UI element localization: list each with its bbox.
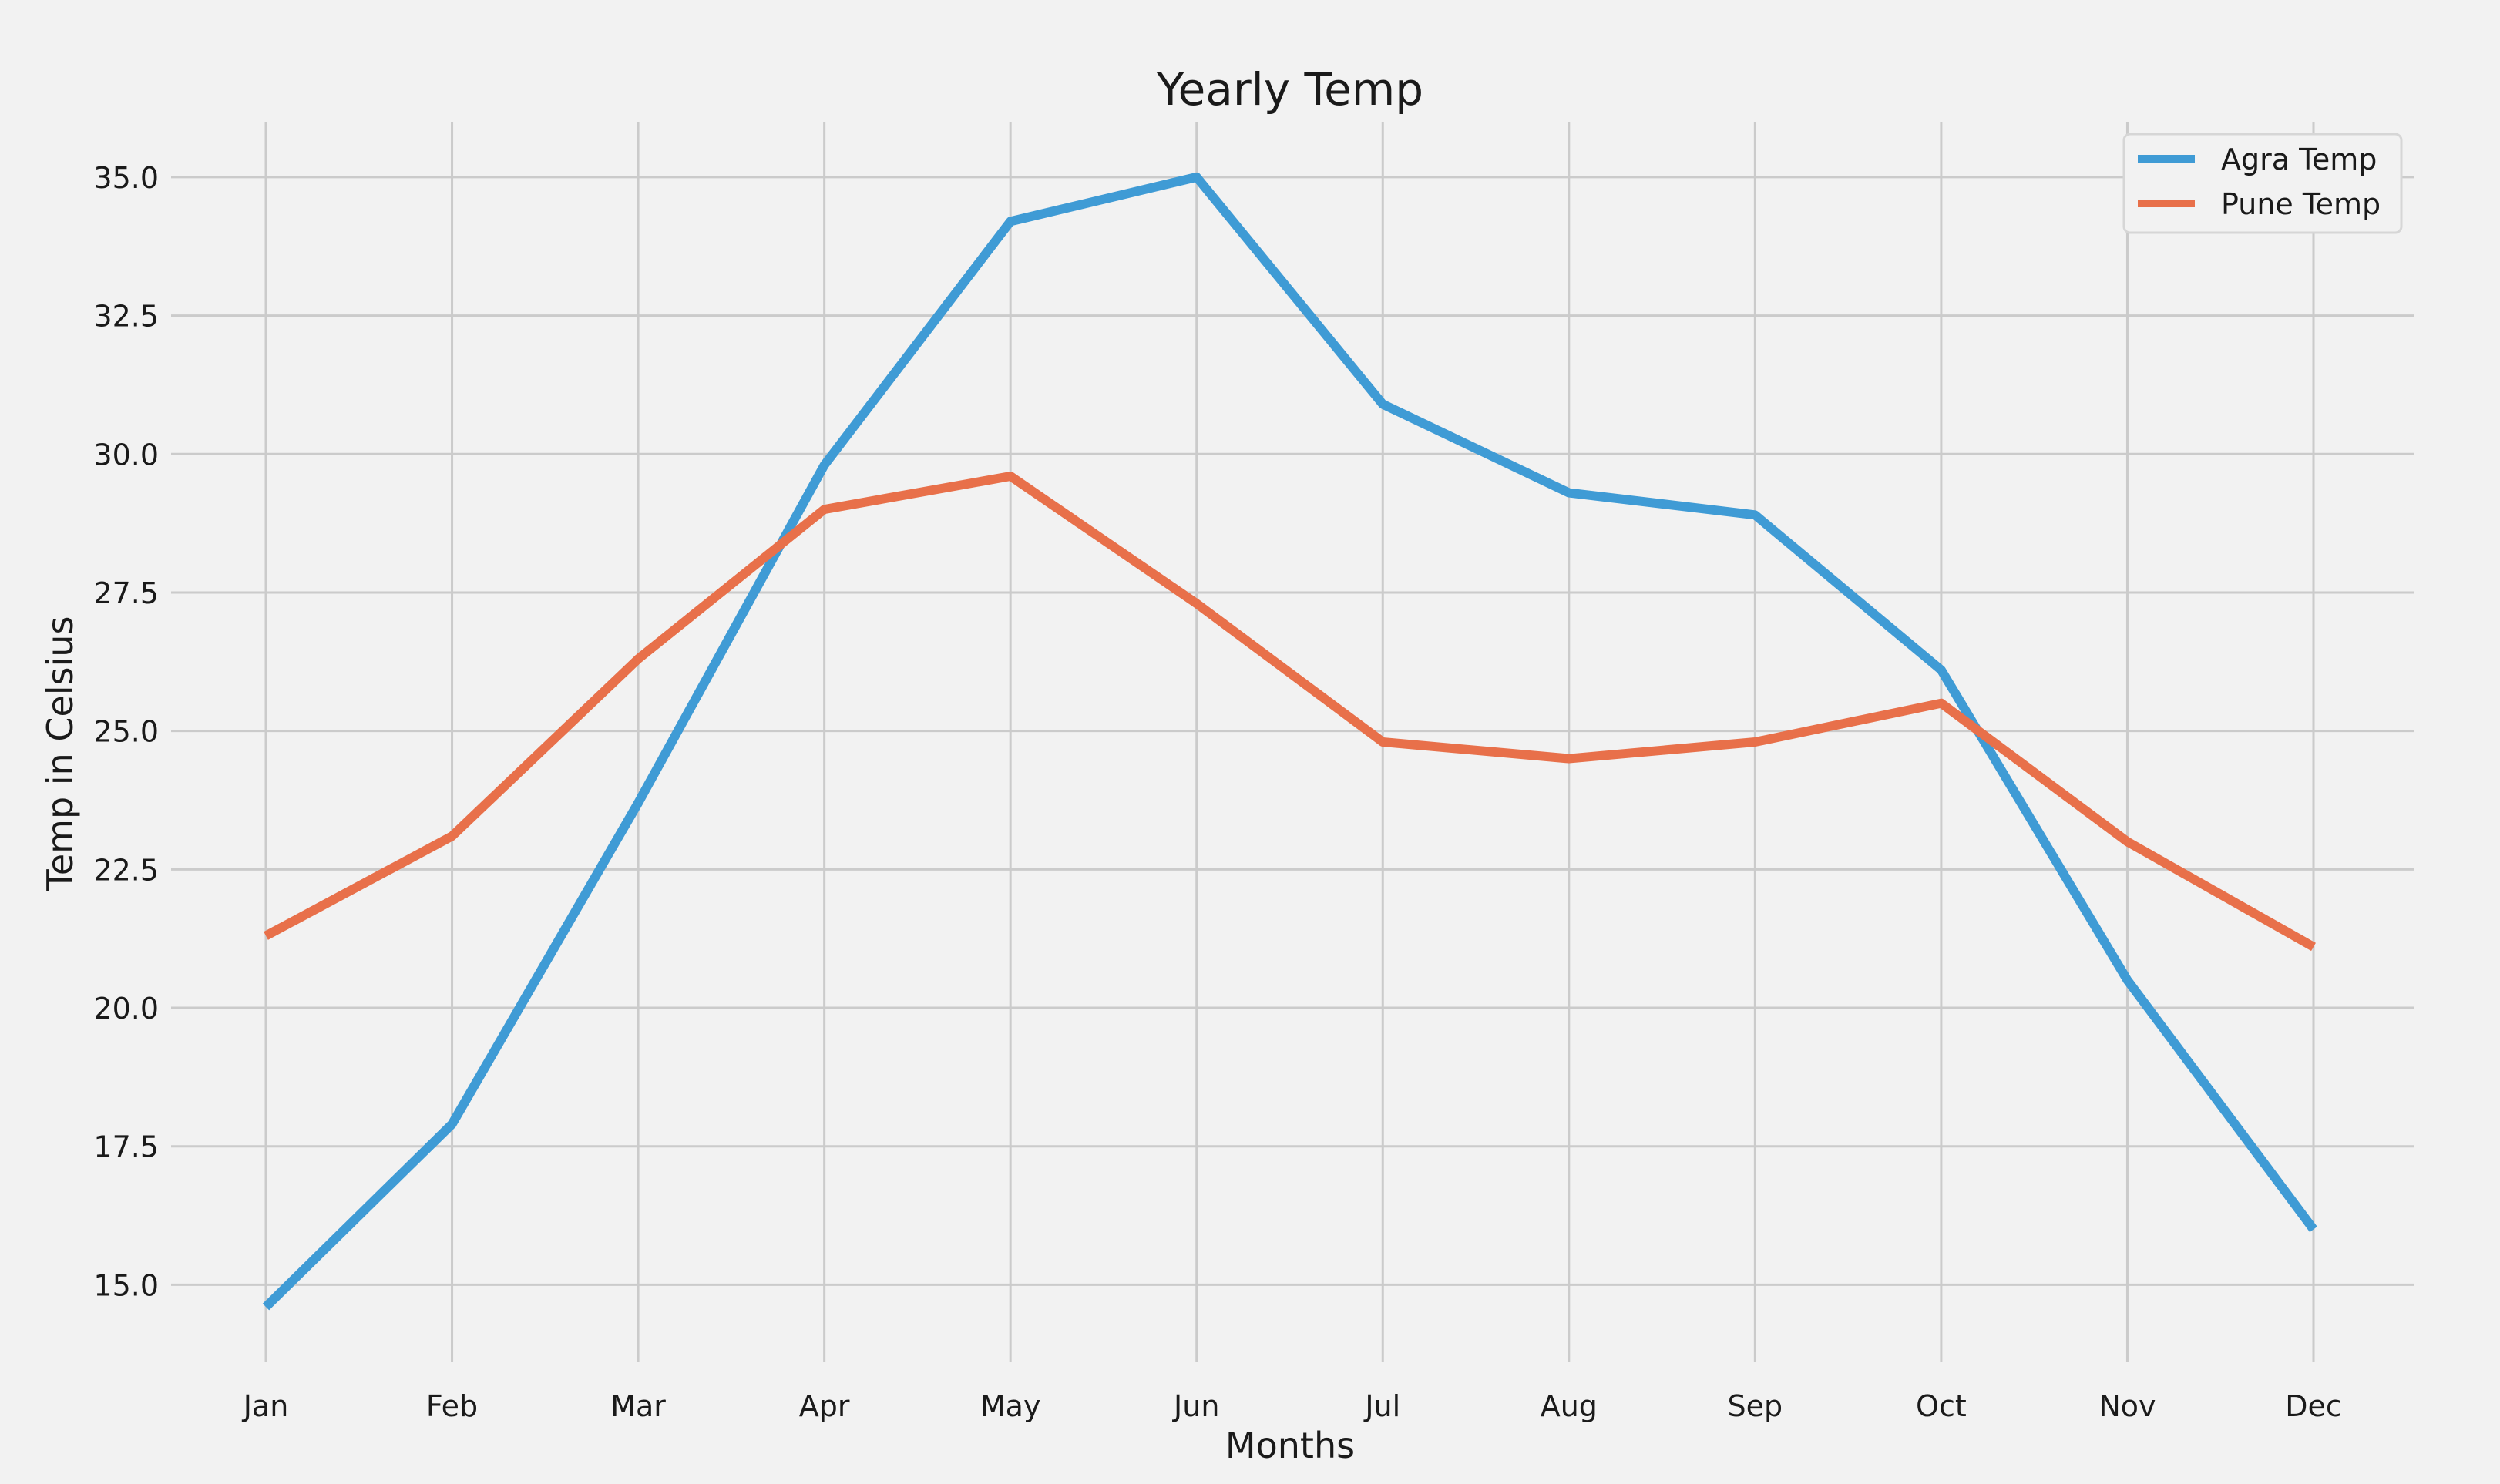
- legend-label-agra-temp: Agra Temp: [2221, 143, 2377, 176]
- y-tick-label: 30.0: [93, 438, 159, 472]
- x-tick-label: Feb: [426, 1389, 478, 1423]
- y-tick-label: 22.5: [93, 853, 159, 887]
- x-tick-label: Aug: [1541, 1389, 1598, 1423]
- x-tick-label: Nov: [2098, 1389, 2156, 1423]
- x-tick-label: May: [980, 1389, 1041, 1423]
- y-tick-label: 35.0: [93, 161, 159, 195]
- series-layer: [262, 172, 2317, 1311]
- legend-label-pune-temp: Pune Temp: [2221, 187, 2381, 221]
- series-line-pune-temp: [264, 472, 2316, 952]
- x-tick-label: Jul: [1363, 1389, 1400, 1423]
- y-tick-label: 20.0: [93, 992, 159, 1026]
- x-axis-title: Months: [1225, 1425, 1355, 1466]
- y-tick-label: 25.0: [93, 715, 159, 749]
- x-tick-label: Jun: [1172, 1389, 1219, 1423]
- x-tick-label: Apr: [799, 1389, 850, 1423]
- x-tick-label: Jan: [242, 1389, 289, 1423]
- tick-labels: Jan Feb Mar Apr May Jun Jul Aug Sep Oct Nov Dec 15.0…: [93, 161, 2341, 1423]
- y-tick-label: 32.5: [93, 300, 159, 334]
- chart-title: Yearly Temp: [1156, 63, 1423, 116]
- y-tick-label: 15.0: [93, 1268, 159, 1302]
- y-tick-label: 27.5: [93, 576, 159, 610]
- y-tick-label: 17.5: [93, 1130, 159, 1164]
- legend: Agra Temp Pune Temp: [2122, 133, 2403, 234]
- x-tick-label: Mar: [610, 1389, 666, 1423]
- y-axis-title: Temp in Celsius: [39, 616, 81, 892]
- x-tick-label: Oct: [1916, 1389, 1967, 1423]
- x-tick-label: Dec: [2285, 1389, 2342, 1423]
- grid: [171, 122, 2414, 1362]
- x-tick-label: Sep: [1728, 1389, 1783, 1423]
